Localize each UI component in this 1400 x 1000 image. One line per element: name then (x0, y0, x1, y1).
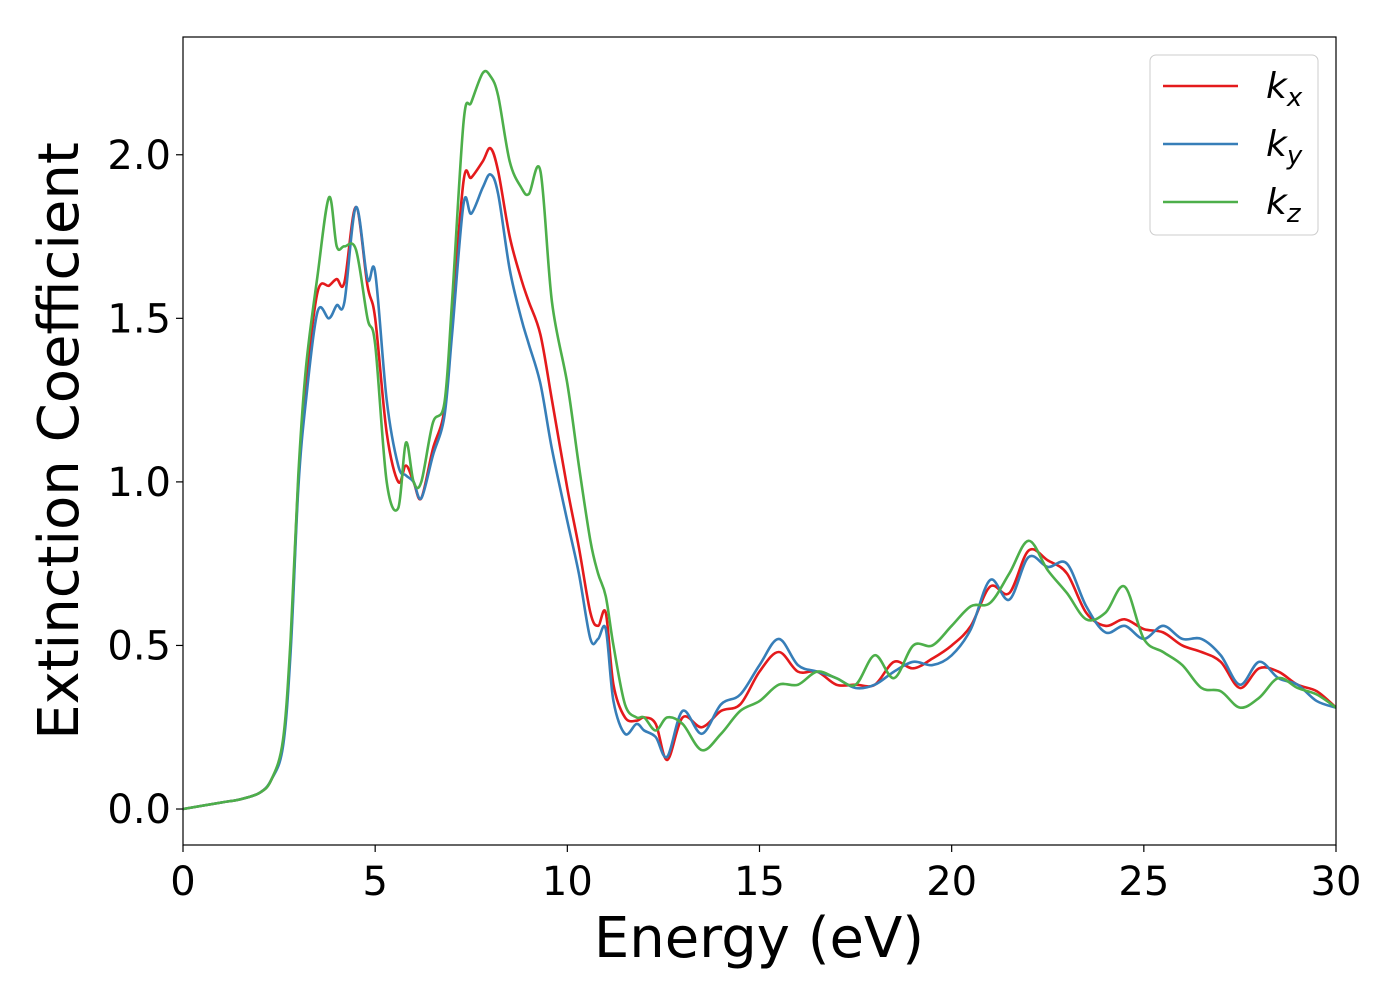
legend-label: kz (1266, 182, 1302, 229)
x-tick-label: 0 (170, 859, 195, 905)
legend-label: kx (1266, 66, 1303, 113)
y-axis-label: Extinction Coefficient (27, 142, 92, 740)
y-tick-label: 1.5 (107, 296, 171, 342)
y-tick-label: 1.0 (107, 460, 171, 506)
y-tick-label: 0.0 (107, 787, 171, 833)
plot-area (183, 37, 1336, 845)
y-tick-label: 2.0 (107, 133, 171, 179)
x-tick-label: 15 (734, 859, 785, 905)
series-layer (183, 69, 1336, 811)
x-axis-ticks: 0 5 10 15 20 25 30 (170, 845, 1361, 905)
x-tick-label: 25 (1118, 859, 1169, 905)
x-tick-label: 10 (542, 859, 593, 905)
x-tick-label: 20 (926, 859, 977, 905)
legend: kx ky kz (1149, 54, 1319, 236)
y-axis-ticks: 0.0 0.5 1.0 1.5 2.0 (107, 133, 183, 833)
series-line-ky (183, 173, 1336, 811)
series-line-kz (183, 69, 1336, 811)
x-tick-label: 5 (362, 859, 387, 905)
x-tick-label: 30 (1311, 859, 1362, 905)
y-tick-label: 0.5 (107, 623, 171, 669)
x-axis-label: Energy (eV) (594, 906, 924, 971)
legend-label: ky (1266, 124, 1303, 171)
